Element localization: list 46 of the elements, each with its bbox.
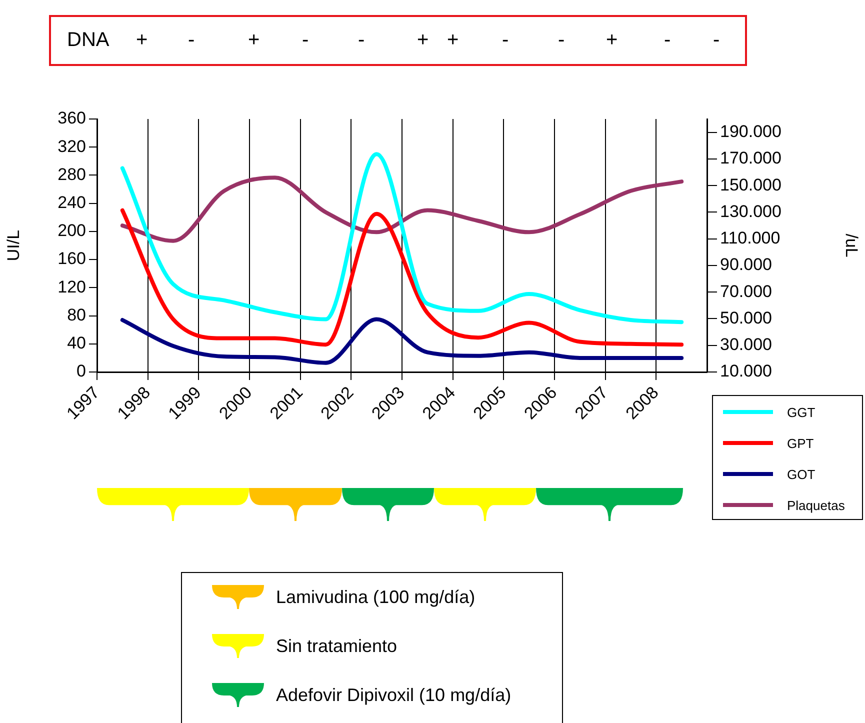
text: Sin tratamiento [276,636,398,656]
text: - [713,29,720,51]
legend-label: GPT [787,436,814,450]
y2-tick-label: 110.000 [720,228,780,248]
y-tick-label: 200 [58,221,86,240]
legend-label: Plaquetas [787,498,845,512]
y-tick-label: 0 [76,362,86,381]
y2-tick-label: 150.000 [720,175,782,194]
y2-tick-label: 90.000 [720,255,772,274]
y2-tick-label: 50.000 [720,308,772,328]
y-tick-label: 240 [58,193,86,212]
line-series [120,208,684,347]
text: Lamivudina (100 mg/día) [276,586,476,608]
text: DNA [67,29,110,51]
y2-tick-label: 70.000 [720,282,772,301]
text: - [302,29,309,51]
text: + [136,29,148,51]
y2-tick-label: 190.000 [720,122,782,142]
y-tick-label: 40 [67,334,86,353]
y-tick-label: 120 [58,277,86,296]
y2-tick-label: 130.000 [720,202,782,221]
text: + [248,29,260,51]
y-tick-label: 80 [67,305,86,324]
y-tick-label: 160 [58,249,86,268]
text: + [417,29,429,51]
text: + [447,29,459,51]
text: - [664,29,671,51]
text: - [358,29,365,51]
text: - [502,29,509,51]
y2-axis-title: /uL [842,234,862,258]
text: - [188,29,195,51]
line-series [120,317,684,365]
text: - [558,29,565,51]
y2-tick-label: 30.000 [720,335,772,354]
line-series [120,176,684,243]
legend-label: GGT [787,404,816,420]
y-tick-label: 280 [58,164,86,184]
y-tick-label: 360 [58,108,86,128]
text: Adefovir Dipivoxil (10 mg/día) [276,684,512,706]
line-series [120,152,684,324]
legend-label: GOT [787,466,816,482]
y-axis-title: UI/L [4,230,23,262]
y-tick-label: 320 [58,136,86,156]
text: + [606,29,618,51]
y2-tick-label: 10.000 [720,362,772,381]
y2-tick-label: 170.000 [720,148,782,168]
